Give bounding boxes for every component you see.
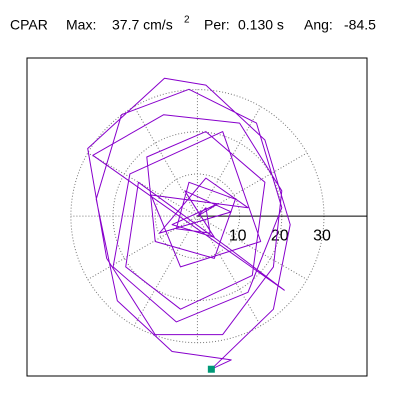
stat-label: Ang: — [304, 17, 333, 33]
spoke — [197, 215, 308, 280]
ring-label: 20 — [271, 227, 289, 244]
ring-label: 10 — [229, 227, 247, 244]
stat-label: Max: — [66, 17, 96, 33]
spoke — [196, 215, 262, 327]
stat-value: -84.5 — [344, 17, 376, 33]
motion-trace — [87, 77, 291, 370]
spoke — [133, 215, 198, 327]
max-marker — [207, 365, 215, 373]
spoke — [87, 215, 198, 280]
spoke — [196, 106, 262, 217]
stat-superscript: 2 — [184, 15, 190, 26]
spoke — [133, 106, 198, 217]
ring-label: 30 — [313, 227, 331, 244]
stat-value: 37.7 cm/s — [112, 17, 173, 33]
stat-value: 0.130 s — [238, 17, 284, 33]
spoke — [87, 152, 198, 217]
station-name: CPAR — [10, 17, 48, 33]
stat-label: Per: — [204, 17, 230, 33]
plot-frame — [26, 57, 368, 377]
